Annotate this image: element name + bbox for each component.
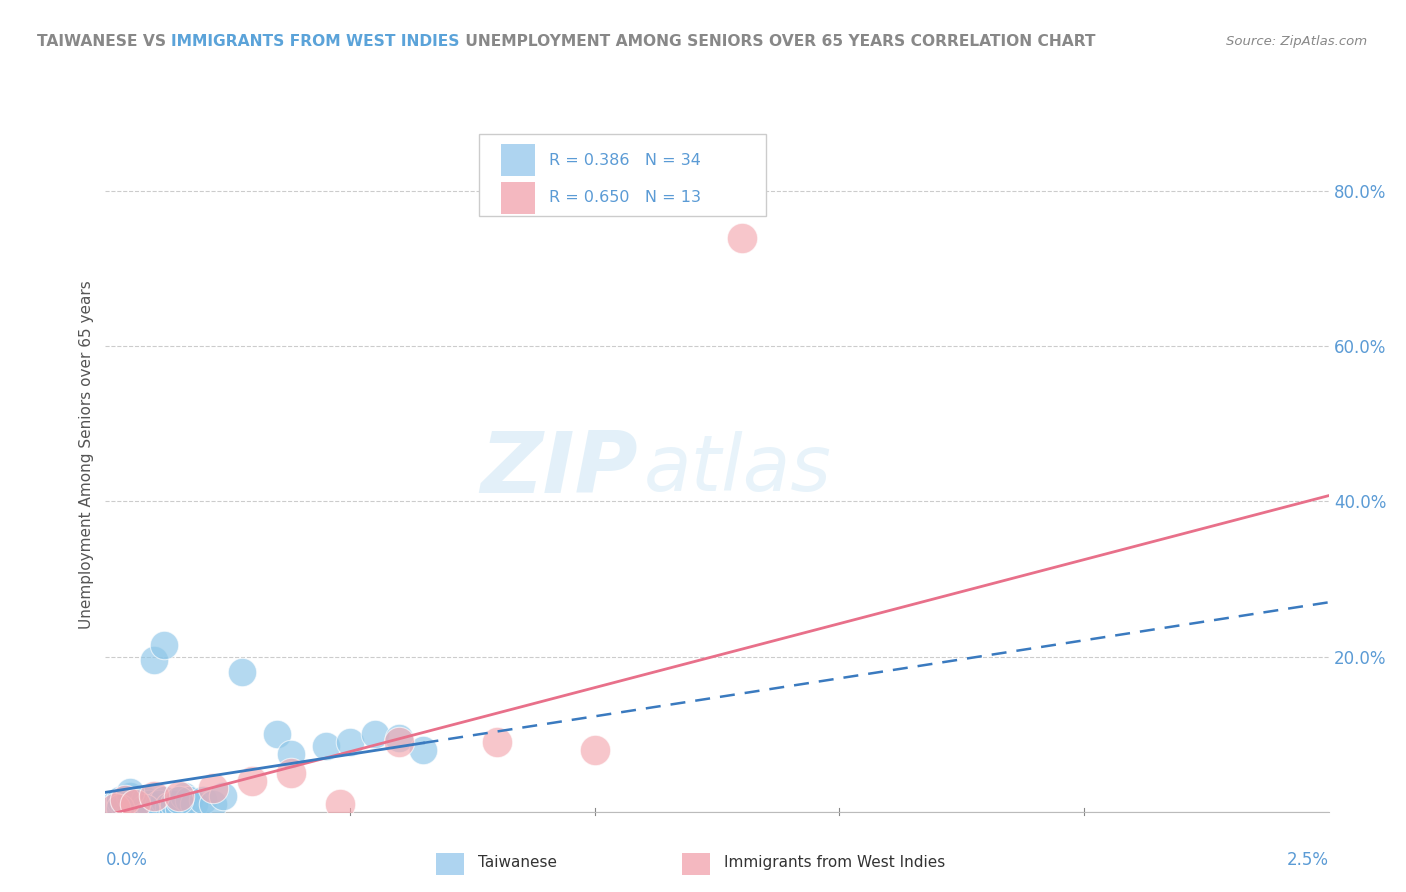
Point bbox=[104, 801, 127, 815]
Point bbox=[138, 797, 160, 811]
Point bbox=[388, 735, 411, 749]
Point bbox=[240, 773, 263, 788]
Point bbox=[231, 665, 253, 679]
Point bbox=[280, 747, 302, 761]
Point bbox=[124, 797, 146, 811]
Point bbox=[153, 638, 176, 652]
Point bbox=[124, 797, 146, 811]
Text: Taiwanese: Taiwanese bbox=[478, 855, 557, 870]
Text: 2.5%: 2.5% bbox=[1286, 851, 1329, 869]
FancyBboxPatch shape bbox=[478, 134, 766, 216]
Point bbox=[143, 653, 166, 667]
Text: 0.0%: 0.0% bbox=[105, 851, 148, 869]
Point bbox=[363, 727, 385, 741]
Bar bbox=[501, 144, 534, 176]
Point bbox=[134, 793, 156, 807]
Text: R = 0.650   N = 13: R = 0.650 N = 13 bbox=[550, 190, 702, 205]
Point bbox=[118, 789, 141, 804]
Point bbox=[163, 797, 186, 811]
Point bbox=[104, 797, 127, 811]
Point bbox=[412, 742, 434, 756]
Point bbox=[108, 801, 131, 815]
Y-axis label: Unemployment Among Seniors over 65 years: Unemployment Among Seniors over 65 years bbox=[79, 281, 94, 629]
Point bbox=[266, 727, 288, 741]
Point bbox=[118, 785, 141, 799]
Point bbox=[583, 742, 606, 756]
Point bbox=[193, 793, 215, 807]
Point bbox=[212, 789, 235, 804]
Text: atlas: atlas bbox=[644, 431, 831, 508]
Text: ZIP: ZIP bbox=[479, 427, 637, 511]
Point bbox=[173, 789, 195, 804]
Point bbox=[167, 789, 190, 804]
Point bbox=[177, 793, 200, 807]
Point bbox=[148, 797, 170, 811]
Point bbox=[157, 798, 180, 813]
Point bbox=[730, 231, 752, 245]
Point bbox=[128, 801, 150, 815]
Bar bbox=[436, 853, 464, 875]
Point bbox=[388, 731, 411, 745]
Point bbox=[114, 793, 136, 807]
Point bbox=[167, 793, 190, 807]
Bar bbox=[682, 853, 710, 875]
Point bbox=[108, 793, 131, 807]
Point bbox=[329, 797, 352, 811]
Text: IMMIGRANTS FROM WEST INDIES: IMMIGRANTS FROM WEST INDIES bbox=[172, 34, 460, 48]
Point bbox=[143, 789, 166, 804]
Point bbox=[143, 789, 166, 804]
Point bbox=[153, 793, 176, 807]
Point bbox=[339, 735, 361, 749]
Point bbox=[202, 797, 225, 811]
Point bbox=[114, 798, 136, 813]
Text: Immigrants from West Indies: Immigrants from West Indies bbox=[724, 855, 945, 870]
Point bbox=[167, 801, 190, 815]
Point bbox=[315, 739, 337, 753]
Point bbox=[134, 801, 156, 815]
Point bbox=[202, 781, 225, 796]
Point bbox=[183, 797, 205, 811]
Text: TAIWANESE VS: TAIWANESE VS bbox=[37, 34, 172, 48]
Text: UNEMPLOYMENT AMONG SENIORS OVER 65 YEARS CORRELATION CHART: UNEMPLOYMENT AMONG SENIORS OVER 65 YEARS… bbox=[460, 34, 1095, 48]
Point bbox=[485, 735, 508, 749]
Point bbox=[280, 766, 302, 780]
Text: Source: ZipAtlas.com: Source: ZipAtlas.com bbox=[1226, 35, 1367, 47]
Bar bbox=[501, 182, 534, 214]
Text: R = 0.386   N = 34: R = 0.386 N = 34 bbox=[550, 153, 702, 168]
